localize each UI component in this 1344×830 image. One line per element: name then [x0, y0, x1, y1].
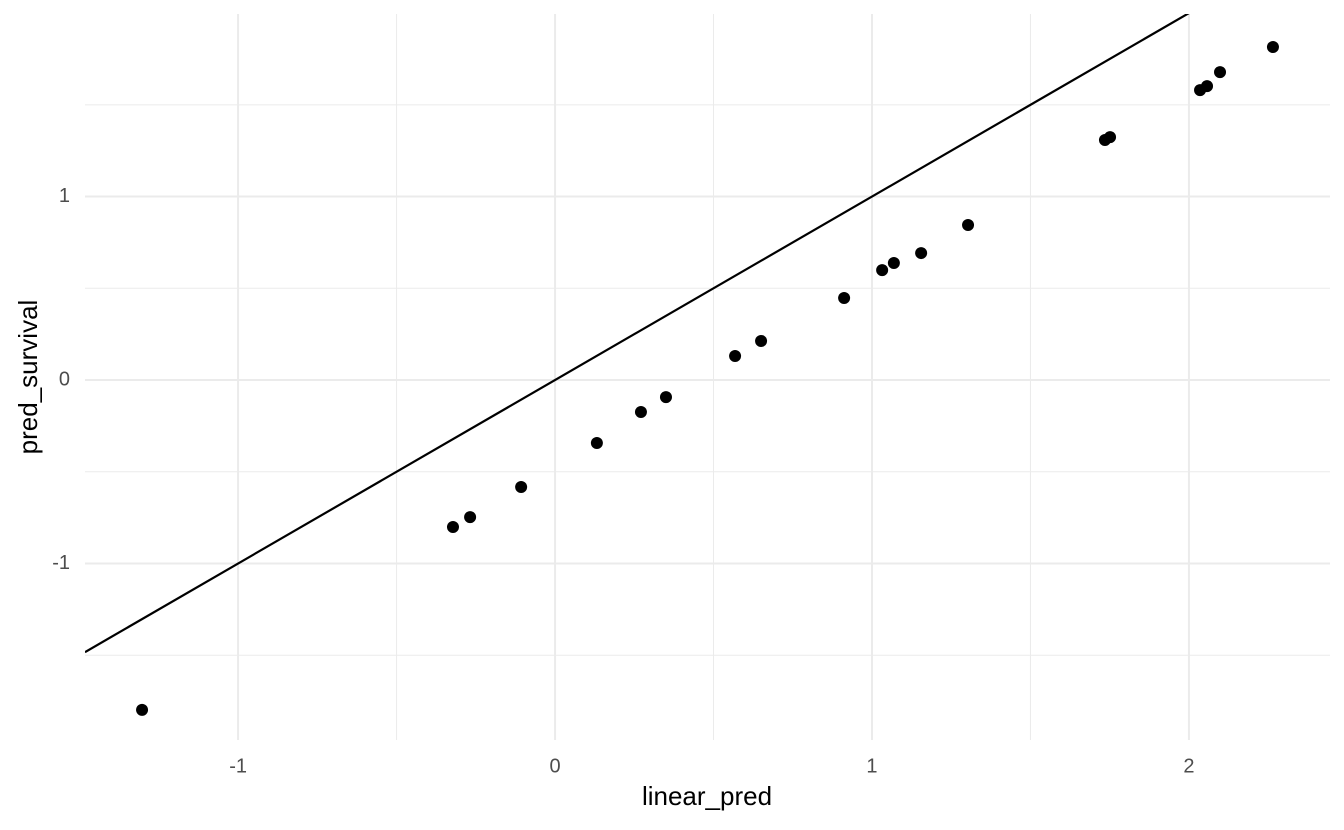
reference-line: [85, 14, 1190, 654]
point: [962, 218, 975, 231]
point: [515, 480, 528, 493]
y-tick-label: -1: [52, 552, 70, 574]
point: [1266, 41, 1279, 54]
point: [838, 292, 851, 305]
x-tick-label: 1: [866, 755, 877, 777]
point: [464, 511, 477, 524]
point: [915, 247, 928, 260]
point: [446, 520, 459, 533]
point: [1104, 131, 1117, 144]
x-tick-label: -1: [229, 755, 247, 777]
point: [1201, 80, 1214, 93]
point: [755, 334, 768, 347]
point: [659, 391, 672, 404]
point: [634, 405, 647, 418]
x-axis-title: linear_pred: [642, 781, 772, 811]
x-tick-label: 0: [549, 755, 560, 777]
point: [590, 436, 603, 449]
x-tick-label: 2: [1183, 755, 1194, 777]
y-axis-title: pred_survival: [13, 300, 43, 455]
y-tick-label: 1: [59, 185, 70, 207]
point: [136, 703, 149, 716]
point: [1214, 66, 1227, 79]
y-tick-label: 0: [59, 368, 70, 390]
plot-panel: [85, 14, 1279, 716]
point: [887, 256, 900, 269]
point: [729, 349, 742, 362]
point: [876, 264, 889, 277]
